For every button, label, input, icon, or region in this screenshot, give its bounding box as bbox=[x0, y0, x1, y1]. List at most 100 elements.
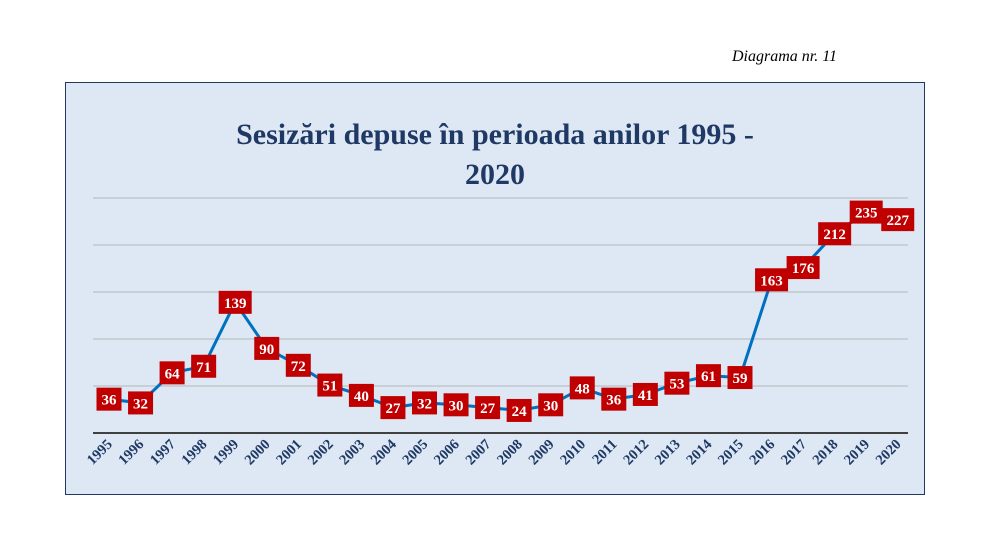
data-label-box bbox=[254, 336, 280, 360]
x-tick-label: 2007 bbox=[463, 437, 495, 469]
x-tick-label: 1995 bbox=[84, 437, 116, 469]
data-label-box bbox=[849, 200, 883, 224]
x-tick-label: 2011 bbox=[589, 437, 620, 468]
data-label: 53 bbox=[664, 371, 690, 395]
data-label-text: 41 bbox=[638, 388, 653, 404]
x-tick-label: 2012 bbox=[620, 437, 652, 469]
chart-title: Sesizări depuse în perioada anilor 1995 … bbox=[66, 115, 924, 195]
data-label-text: 24 bbox=[512, 404, 528, 420]
data-label-box bbox=[380, 396, 406, 420]
data-label-box bbox=[786, 256, 820, 280]
x-tick-label: 2016 bbox=[747, 437, 779, 469]
data-label-text: 30 bbox=[543, 398, 558, 414]
data-label-box bbox=[881, 208, 915, 232]
x-tick-label: 2019 bbox=[841, 437, 873, 469]
chart-container: 36 32 64 71 139 90 72 51 40 27 32 30 27 24 30 48 36 41 53 6… bbox=[65, 82, 925, 495]
data-label: 36 bbox=[96, 387, 122, 411]
data-label-box bbox=[664, 371, 690, 395]
data-label: 163 bbox=[755, 268, 789, 292]
x-tick-label: 2010 bbox=[557, 437, 589, 469]
data-label: 71 bbox=[191, 354, 217, 378]
x-tick-label: 2001 bbox=[273, 437, 305, 469]
data-label: 48 bbox=[569, 376, 595, 400]
data-label-text: 235 bbox=[855, 206, 878, 222]
data-label-box bbox=[159, 361, 185, 385]
data-label-box bbox=[506, 398, 532, 422]
x-tick-label: 2008 bbox=[494, 437, 526, 469]
x-tick-label: 2005 bbox=[400, 437, 432, 469]
data-label-text: 176 bbox=[792, 261, 815, 277]
x-tick-label: 2006 bbox=[431, 437, 463, 469]
data-label: 30 bbox=[538, 393, 564, 417]
data-label-text: 139 bbox=[224, 296, 247, 312]
data-label: 30 bbox=[443, 393, 469, 417]
data-label-box bbox=[96, 387, 122, 411]
x-tick-label: 1998 bbox=[179, 437, 211, 469]
data-label: 139 bbox=[218, 290, 252, 314]
data-label: 64 bbox=[159, 361, 185, 385]
data-label-box bbox=[569, 376, 595, 400]
x-tick-label: 1999 bbox=[210, 437, 242, 469]
data-label-text: 90 bbox=[259, 342, 274, 358]
data-label-box bbox=[218, 290, 252, 314]
data-label-box bbox=[632, 382, 658, 406]
data-label-box bbox=[601, 387, 627, 411]
data-label-box bbox=[128, 391, 154, 415]
data-label: 59 bbox=[727, 366, 753, 390]
x-tick-label: 2000 bbox=[242, 437, 274, 469]
data-label: 176 bbox=[786, 256, 820, 280]
line-chart: 36 32 64 71 139 90 72 51 40 27 32 30 27 24 30 48 36 41 53 6… bbox=[84, 197, 915, 469]
chart-title-line-1: Sesizări depuse în perioada anilor 1995 … bbox=[236, 118, 754, 151]
data-label-box bbox=[285, 353, 311, 377]
data-label-text: 51 bbox=[322, 379, 337, 395]
data-labels: 36 32 64 71 139 90 72 51 40 27 32 30 27 24 30 48 36 41 53 6… bbox=[96, 200, 915, 422]
data-label: 72 bbox=[285, 353, 311, 377]
data-label-text: 227 bbox=[887, 213, 910, 229]
data-label: 24 bbox=[506, 398, 532, 422]
data-label: 40 bbox=[348, 383, 374, 407]
x-tick-label: 2015 bbox=[715, 437, 747, 469]
diagram-caption: Diagrama nr. 11 bbox=[732, 48, 838, 65]
data-label-box bbox=[412, 391, 437, 415]
data-label: 32 bbox=[128, 391, 154, 415]
data-label-text: 36 bbox=[606, 393, 622, 409]
x-tick-label: 2003 bbox=[336, 437, 368, 469]
data-label: 27 bbox=[475, 396, 501, 420]
data-label-box bbox=[755, 268, 789, 292]
data-label: 212 bbox=[818, 222, 852, 246]
x-tick-labels: 1995 1996 1997 1998 1999 2000 2001 2002 2003 2004… bbox=[84, 437, 905, 469]
data-label-box bbox=[443, 393, 469, 417]
data-label-box bbox=[695, 364, 721, 388]
x-tick-label: 2009 bbox=[526, 437, 558, 469]
data-label-box bbox=[538, 393, 564, 417]
data-label-box bbox=[348, 383, 374, 407]
data-label: 51 bbox=[317, 373, 343, 397]
data-label: 32 bbox=[412, 391, 437, 415]
data-label-text: 59 bbox=[733, 371, 748, 387]
data-label: 36 bbox=[601, 387, 627, 411]
data-label-text: 40 bbox=[354, 389, 369, 405]
x-tick-label: 2017 bbox=[778, 437, 810, 469]
x-tick-label: 2004 bbox=[368, 437, 400, 469]
data-label: 27 bbox=[380, 396, 406, 420]
data-label-text: 32 bbox=[417, 396, 432, 412]
data-label-text: 72 bbox=[291, 359, 306, 375]
data-label: 235 bbox=[849, 200, 883, 224]
data-label-box bbox=[818, 222, 852, 246]
data-label-text: 27 bbox=[385, 401, 401, 417]
data-label-text: 36 bbox=[102, 393, 118, 409]
data-label: 90 bbox=[254, 336, 280, 360]
data-label-text: 32 bbox=[133, 396, 148, 412]
data-label-box bbox=[191, 354, 217, 378]
x-tick-label: 2018 bbox=[810, 437, 842, 469]
data-label-text: 48 bbox=[575, 381, 590, 397]
x-tick-label: 1997 bbox=[147, 437, 179, 469]
data-label-text: 64 bbox=[165, 366, 181, 382]
data-label: 227 bbox=[881, 208, 915, 232]
data-label-box bbox=[475, 396, 501, 420]
data-label-text: 71 bbox=[196, 360, 211, 376]
data-label: 61 bbox=[695, 364, 721, 388]
x-tick-label: 2020 bbox=[873, 437, 905, 469]
data-label-text: 212 bbox=[823, 227, 846, 243]
data-label-text: 27 bbox=[480, 401, 496, 417]
